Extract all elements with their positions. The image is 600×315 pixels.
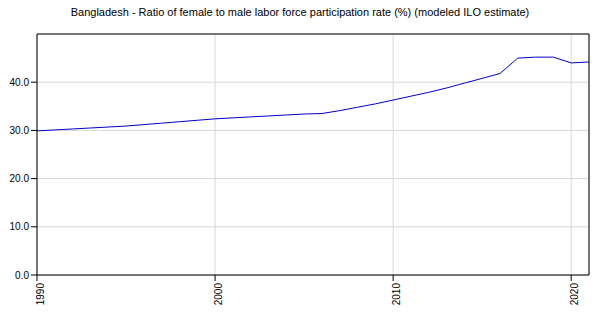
html-text:Bangladesh - Ratio of female t: Bangladesh - Ratio of female to male lab… [70,6,530,18]
svg-text:40.0: 40.0 [10,77,30,88]
svg-text:30.0: 30.0 [10,125,30,136]
svg-text:10.0: 10.0 [10,221,30,232]
svg-text:2000: 2000 [213,283,224,306]
svg-text:20.0: 20.0 [10,173,30,184]
svg-text:2020: 2020 [569,283,580,306]
svg-text:0.0: 0.0 [15,270,29,281]
svg-text:2010: 2010 [391,283,402,306]
svg-text:1990: 1990 [35,283,46,306]
